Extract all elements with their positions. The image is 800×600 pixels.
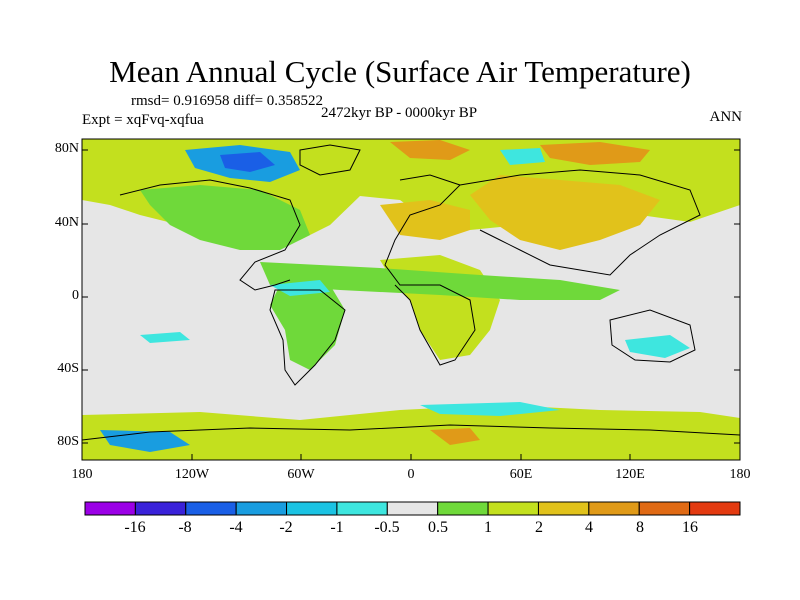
stats-text: rmsd= 0.916958 diff= 0.358522 [131, 93, 324, 109]
north-america-warm [140, 185, 310, 250]
period-label: 2472kyr BP - 0000kyr BP [321, 105, 478, 121]
lon-label-60w: 60W [287, 467, 315, 482]
lat-label-40s: 40S [57, 361, 79, 376]
lon-label-180w: 180 [71, 467, 93, 482]
colorbar-swatch [134, 501, 187, 516]
map-title: Mean Annual Cycle (Surface Air Temperatu… [109, 54, 691, 89]
colorbar-swatch [185, 501, 237, 516]
lat-label-80s: 80S [57, 434, 79, 449]
colorbar [84, 501, 741, 516]
australia-cool [625, 335, 690, 358]
tropics-band [260, 262, 620, 300]
arctic-cool [500, 148, 545, 165]
colorbar-swatch [689, 501, 741, 516]
asia-warm [470, 175, 660, 250]
colorbar-swatch [487, 501, 539, 516]
lat-label-80n: 80N [54, 141, 79, 156]
southern-ocean-warm [82, 405, 740, 460]
colorbar-swatch [638, 501, 691, 516]
colorbar-swatch [437, 501, 489, 516]
experiment-label: Expt = xqFvq-xqfua [82, 112, 204, 128]
south-america-warm [270, 285, 345, 370]
colorbar-swatch [537, 501, 590, 516]
lon-label-180e: 180 [729, 467, 751, 482]
equator-cool [270, 280, 330, 296]
colorbar-swatch [235, 501, 288, 516]
season-label: ANN [709, 109, 743, 125]
colorbar-label: -0.5 [374, 519, 400, 536]
europe-warm [380, 200, 470, 240]
axis-ticks [81, 149, 741, 460]
greenland-coast [299, 144, 361, 176]
southern-cool [420, 402, 560, 416]
lon-label-120w: 120W [174, 467, 210, 482]
colorbar-swatch [336, 501, 388, 516]
colorbar-label: 4 [585, 519, 593, 536]
colorbar-label: -16 [124, 519, 146, 536]
cool-fields [100, 145, 690, 452]
europe-africa-coast [384, 174, 476, 366]
colorbar-label: 2 [535, 519, 543, 536]
antarctica-coast [81, 424, 741, 441]
coastlines [81, 144, 741, 441]
colorbar-swatch [386, 501, 439, 516]
australia-coast [609, 309, 696, 363]
colorbar-swatch [588, 501, 640, 516]
colorbar-label: 8 [636, 519, 644, 536]
colorbar-label: -4 [229, 519, 243, 536]
south-america-coast [269, 289, 346, 386]
colorbar-swatch [84, 501, 136, 516]
colorbar-label: -1 [330, 519, 344, 536]
pacific-cool [140, 332, 190, 343]
colorbar-label: -8 [178, 519, 192, 536]
colorbar-label: -2 [279, 519, 293, 536]
colorbar-label: 16 [682, 519, 698, 536]
lon-label-60e: 60E [509, 467, 533, 482]
antarctic-strong [430, 428, 480, 445]
siberia-strong [540, 142, 650, 165]
lat-label-40n: 40N [54, 215, 79, 230]
colorbar-label: 1 [484, 519, 492, 536]
lon-label-120e: 120E [615, 467, 645, 482]
colorbar-label: 0.5 [428, 519, 448, 536]
arctic-strong [390, 140, 470, 160]
asia-coast [459, 169, 701, 276]
colorbar-swatch [286, 501, 338, 516]
lon-label-0: 0 [407, 467, 415, 482]
greenland-strong [220, 152, 275, 172]
lat-label-0: 0 [72, 288, 79, 303]
north-america-coast [119, 179, 301, 291]
